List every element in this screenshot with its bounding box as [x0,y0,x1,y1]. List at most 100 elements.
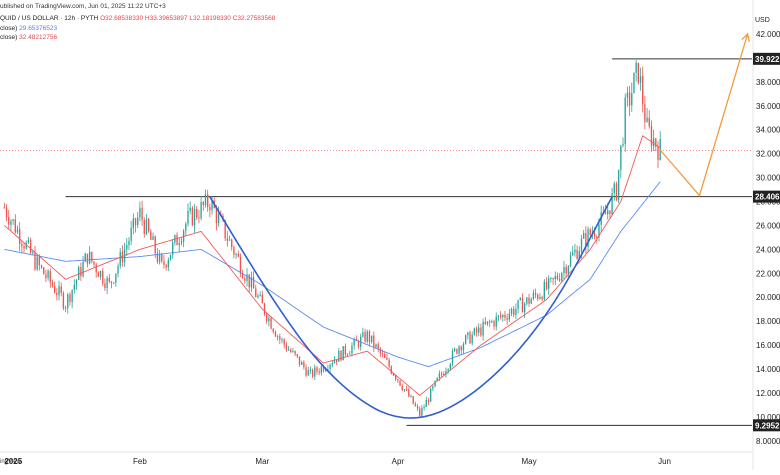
candle-body [635,62,637,73]
candle-body [141,207,143,221]
candle-body [357,341,360,347]
candle-body [130,227,132,241]
y-tick-label: 8.00000 [756,437,780,446]
candle-body [132,218,135,228]
ma-slow-value: 29.65376523 [19,25,58,32]
price-axis: 8.00000 10.0000 12.0000 14.0000 16.0000 18.00… [752,0,780,470]
y-tick-label: 30.0000 [756,174,780,183]
candle-body [294,350,296,355]
candle-body [475,328,478,333]
candle-body [582,233,585,239]
y-tick-label: 14.0000 [756,365,780,374]
ma-fast-legend[interactable]: close) 32.48212756 [0,34,57,42]
candle-body [548,278,550,289]
y-tick-label: 36.0000 [756,102,780,111]
candle-body [637,62,640,83]
candle-body [495,316,497,327]
candle-body [392,373,395,376]
candle-body [34,252,36,270]
candle-body [403,389,406,391]
candle-body [224,220,226,239]
candle-body [322,366,325,371]
published-note: ublished on TradingView.com, Jun 01, 202… [0,3,166,10]
candle-body [259,294,261,296]
candle-body [578,251,580,259]
candle-body [567,266,570,274]
candle-body [574,249,576,253]
candle-body [198,217,200,219]
candle-body [279,336,281,340]
currency-label: USD [755,17,770,24]
candle-body [204,194,207,205]
candle-body [73,284,76,290]
candle-body [163,261,165,265]
candle-body [49,271,51,283]
candle-body [416,406,419,409]
candle-body [545,281,548,289]
x-tick-label: Mar [255,457,269,466]
candle-body [381,353,384,355]
candle-body [62,293,65,309]
candle-body [320,366,323,373]
candle-body [327,369,329,371]
candle-body [202,202,204,205]
candle-body [397,379,399,381]
x-tick-label: May [521,457,536,466]
candle-body [390,366,392,374]
candle-body [69,294,71,303]
candle-body [657,146,659,160]
y-tick-label: 24.0000 [756,245,780,254]
candle-body [246,274,248,281]
candle-body [139,207,141,218]
candle-body [5,207,8,218]
candle-body [84,253,86,262]
candle-body [53,286,56,293]
candle-body [386,357,388,360]
candle-body [261,294,264,304]
candle-body [206,194,209,208]
x-tick-label: Feb [133,457,147,466]
candle-body [191,207,194,226]
symbol-line[interactable]: QUID / US DOLLAR · 12h · PYTH O32.685383… [0,15,275,23]
candle-body [572,252,574,256]
candle-body [237,253,239,257]
candle-body [200,202,202,219]
ma-slow-legend[interactable]: close) 29.65376523 [0,25,58,33]
candle-body [434,380,436,387]
candle-body [228,239,231,241]
candle-body [268,318,270,322]
candle-body [515,308,517,315]
candle-body [523,303,526,313]
candle-body [659,139,661,160]
candle-body [580,238,583,252]
candle-body [12,219,14,221]
candle-body [126,245,128,250]
time-axis: 2025 Feb Mar Apr May Jun [0,451,752,466]
candle-body [432,386,434,389]
candle-body [58,286,60,296]
candle-body [292,350,294,352]
candle-body [305,367,307,376]
candle-body [21,243,23,247]
candle-body [436,377,438,381]
candle-body [458,346,460,354]
candle-body [427,399,430,402]
candle-body [274,331,277,337]
candle-body [80,267,82,277]
candle-body [88,251,91,264]
ma-slow-label: close) [0,25,18,32]
candle-body [281,339,283,341]
candle-body [620,145,622,170]
candle-body [506,317,508,320]
candle-body [622,144,624,146]
candle-body [534,292,537,295]
y-tick-label: 38.0000 [756,78,780,87]
y-tick-label: 12.0000 [756,389,780,398]
candle-body [464,335,467,344]
candle-body [482,321,484,336]
candle-body [333,359,336,364]
candle-body [510,308,513,314]
candle-body [226,238,229,241]
candle-body [176,235,178,246]
